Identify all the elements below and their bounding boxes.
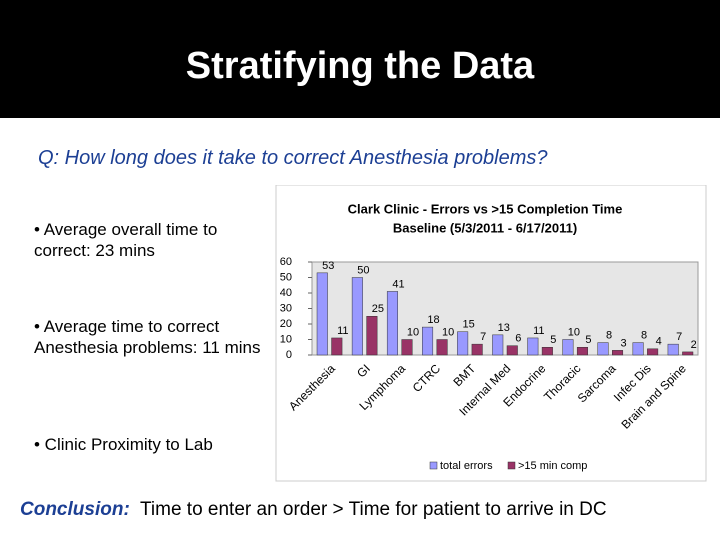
chart-title: Clark Clinic - Errors vs >15 Completion … [348,201,623,216]
bullet: • Average overall time to correct: 23 mi… [34,220,218,260]
value-label: 41 [392,278,404,290]
y-tick-label: 0 [286,349,292,361]
bar [506,345,518,356]
legend-swatch [429,461,438,470]
bar [436,339,448,356]
conclusion: Conclusion: Time to enter an order > Tim… [20,499,607,521]
value-label: 25 [372,303,384,315]
bar [492,334,504,356]
value-label: 4 [656,336,662,348]
value-label: 18 [427,314,439,326]
bar [331,337,343,356]
conclusion-text: Time to enter an order > Time for patien… [140,499,607,520]
chart-subtitle: Baseline (5/3/2011 - 6/17/2011) [393,220,577,235]
y-tick-label: 40 [280,287,292,299]
bar [667,343,679,356]
bar [576,347,588,356]
y-tick-label: 60 [280,256,292,268]
y-tick-label: 20 [280,318,292,330]
bar [366,316,378,356]
chart: Clark Clinic - Errors vs >15 Completion … [275,185,707,482]
header-bar [0,0,720,118]
value-label: 5 [550,334,556,346]
bar [386,291,398,356]
bar [471,343,483,356]
bullet: • Average time to correct Anesthesia pro… [34,317,261,357]
value-label: 50 [357,264,369,276]
legend-label: >15 min comp [518,460,587,472]
value-label: 15 [463,319,475,331]
value-label: 7 [676,331,682,343]
y-tick-label: 50 [280,271,292,283]
bar [527,337,539,356]
legend-label: total errors [440,460,493,472]
bar [612,350,624,356]
value-label: 2 [691,339,697,351]
value-label: 8 [641,330,647,342]
value-label: 10 [407,326,419,338]
bar [351,277,363,356]
bar [647,348,659,356]
bar [316,272,328,356]
value-label: 7 [480,331,486,343]
value-label: 6 [515,333,521,345]
bar [422,326,434,356]
value-label: 8 [606,330,612,342]
value-label: 53 [322,260,334,272]
bar [682,351,694,356]
conclusion-label: Conclusion: [20,499,130,520]
y-tick-label: 30 [280,302,292,314]
bar [597,342,609,356]
bar [457,331,469,356]
bar [562,339,574,356]
value-label: 3 [620,337,626,349]
legend-swatch [507,461,516,470]
value-label: 13 [498,322,510,334]
value-label: 11 [337,325,348,337]
y-tick-label: 10 [280,333,292,345]
bar [401,339,413,356]
value-label: 10 [442,326,454,338]
slide-title: Stratifying the Data [185,45,535,87]
bar [632,342,644,356]
value-label: 5 [585,334,591,346]
value-label: 10 [568,326,580,338]
bullet: • Clinic Proximity to Lab [34,435,213,454]
question: Q: How long does it take to correct Anes… [38,147,548,169]
bar [541,347,553,356]
value-label: 11 [533,325,544,337]
